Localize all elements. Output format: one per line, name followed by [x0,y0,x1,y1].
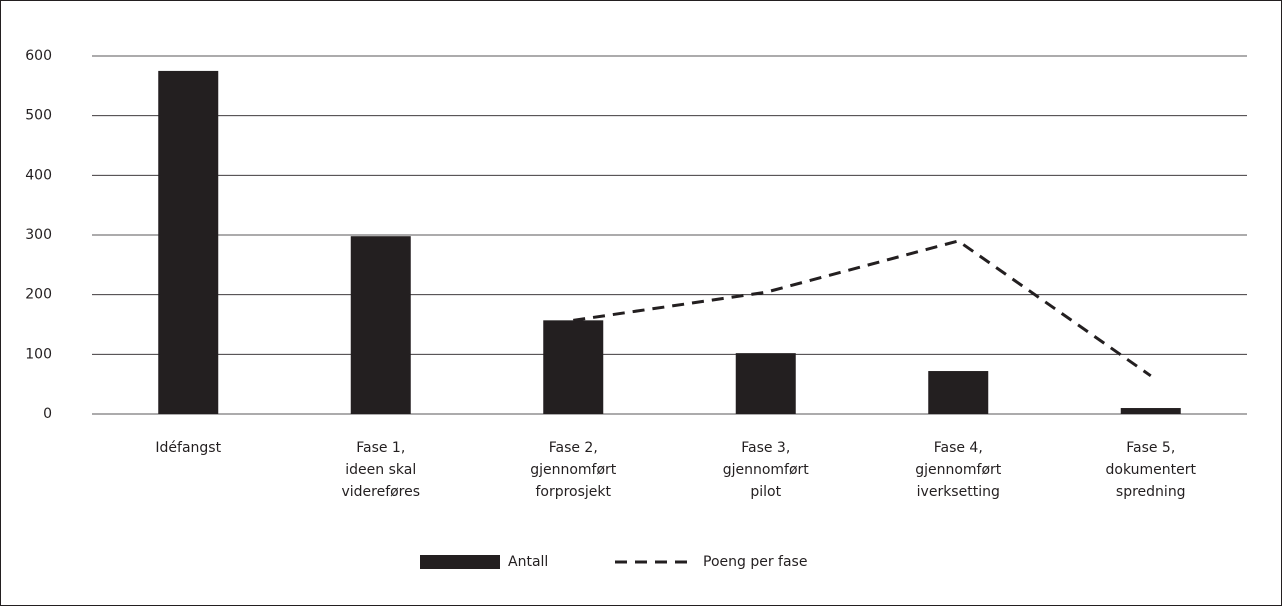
x-tick-label: Fase 5, [1126,440,1175,456]
x-tick-label: Fase 2, [549,440,598,456]
x-tick-label: spredning [1116,484,1186,500]
legend-swatch [420,555,500,569]
x-tick-label: Idéfangst [155,440,221,456]
y-tick-label: 0 [43,406,52,422]
y-tick-label: 500 [25,108,52,124]
bar [543,320,604,414]
line [573,239,1152,378]
x-tick-label: ideen skal [345,462,416,478]
bar [1120,408,1181,414]
legend-label: Antall [508,554,548,570]
x-tick-label: dokumentert [1106,462,1197,478]
x-tick-label: gjennomført [915,462,1002,478]
bar [735,353,796,414]
y-tick-label: 600 [25,48,52,64]
bar [158,70,219,415]
y-tick-label: 400 [25,167,52,183]
y-tick-label: 200 [25,287,52,303]
x-tick-label: Fase 3, [741,440,790,456]
x-tick-label: gjennomført [723,462,810,478]
bar [350,236,411,414]
legend-label: Poeng per fase [703,554,807,570]
x-tick-label: Fase 1, [356,440,405,456]
x-tick-label: pilot [750,484,781,500]
x-tick-label: forprosjekt [535,484,611,500]
x-tick-label: iverksetting [917,484,1000,500]
x-tick-label: gjennomført [530,462,617,478]
bar [928,371,989,414]
x-tick-label: Fase 4, [934,440,983,456]
x-tick-label: videreføres [341,484,420,500]
y-tick-label: 100 [25,346,52,362]
y-tick-label: 300 [25,227,52,243]
